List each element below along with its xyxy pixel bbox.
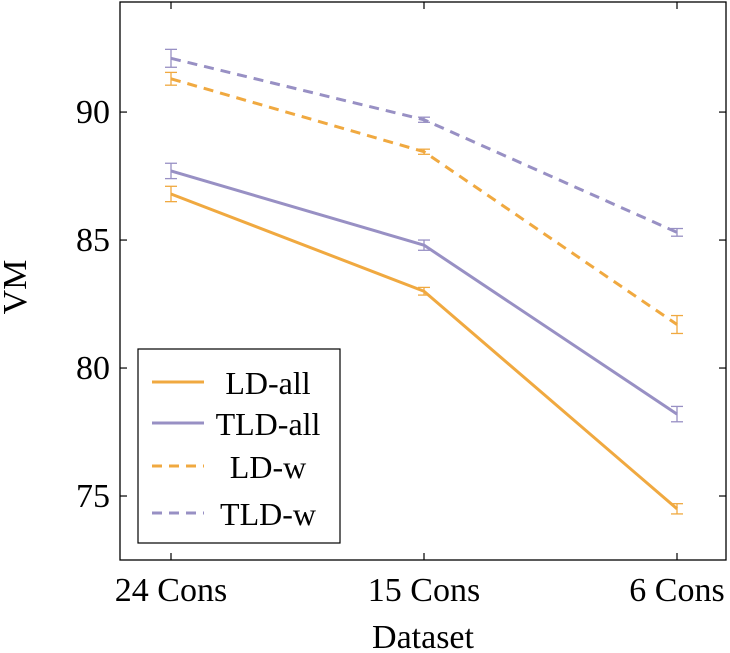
x-axis-label: Dataset <box>372 619 475 653</box>
x-tick-label: 6 Cons <box>629 572 724 609</box>
y-axis-label: VM <box>0 260 34 315</box>
y-tick-label: 90 <box>76 94 110 131</box>
x-tick-label: 15 Cons <box>368 572 480 609</box>
series-tld-w <box>165 48 683 237</box>
series-ld-w <box>165 71 683 335</box>
legend-label-ld-all: LD-all <box>225 365 310 401</box>
series-ld-all <box>165 185 683 515</box>
legend-label-ld-w: LD-w <box>230 449 306 485</box>
plot-frame <box>119 1 727 561</box>
legend: LD-all TLD-all LD-w TLD-w <box>137 348 341 544</box>
y-tick-label: 75 <box>76 478 110 515</box>
legend-label-tld-w: TLD-w <box>220 496 316 532</box>
y-tick-label: 85 <box>76 222 110 259</box>
series-line-tld-w <box>170 56 678 234</box>
legend-label-tld-all: TLD-all <box>216 406 321 442</box>
ticks-layer: 75 80 85 90 24 Cons 15 Cons 6 Cons <box>76 2 726 609</box>
x-tick-label: 24 Cons <box>115 572 227 609</box>
series-layer <box>165 48 683 515</box>
series-tld-all <box>165 162 683 423</box>
y-tick-label: 80 <box>76 350 110 387</box>
